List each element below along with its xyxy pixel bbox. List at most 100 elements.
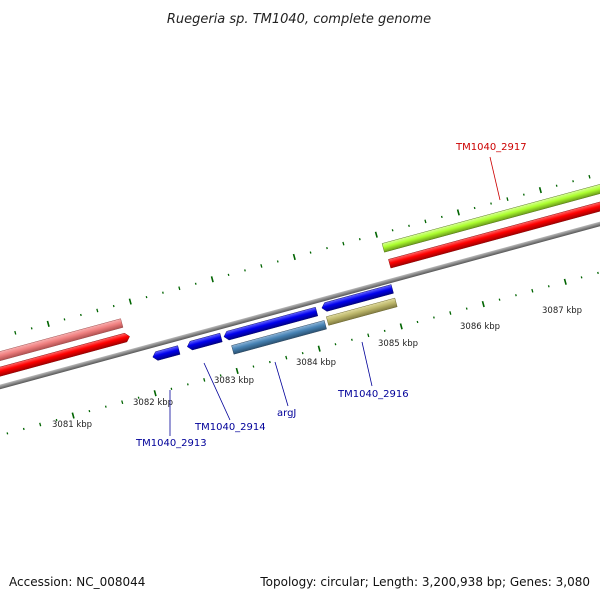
scale-tick-minor (440, 215, 443, 219)
scale-label: 3083 kbp (214, 376, 254, 386)
scale-tick-minor (6, 432, 9, 435)
scale-tick-minor (531, 288, 534, 293)
scale-tick-minor (63, 318, 66, 321)
scale-tick-minor (178, 286, 181, 291)
scale-tick-minor (597, 271, 599, 275)
gene-label-tm1040-2913: TM1040_2913 (135, 438, 207, 449)
gene-label-tm1040-2917: TM1040_2917 (455, 142, 527, 153)
scale-tick-minor (309, 251, 312, 254)
scale-tick-minor (121, 400, 124, 405)
scale-tick-minor (285, 355, 288, 360)
scale-ticks-upper (14, 174, 591, 335)
scale-tick-major (317, 345, 321, 352)
leader-line-tm1040-2914 (203, 362, 231, 421)
gene-label-argj: argJ (277, 408, 296, 419)
scale-tick-minor (301, 352, 304, 355)
scale-tick-minor (547, 285, 550, 288)
scale-tick-minor (14, 330, 17, 335)
gene-leader-lines (169, 156, 501, 436)
scale-tick-minor (170, 387, 173, 390)
scale-tick-minor (30, 327, 33, 330)
scale-tick-minor (433, 316, 435, 319)
cds-tm1040-2914 (187, 332, 223, 351)
scale-tick-minor (252, 365, 255, 368)
scale-label: 3086 kbp (460, 322, 500, 332)
scale-tick-minor (268, 360, 271, 364)
scale-tick-minor (227, 273, 230, 276)
scale-tick-minor (367, 333, 370, 338)
scale-tick-minor (186, 383, 189, 386)
map-band (0, 163, 600, 435)
scale-tick-minor (39, 422, 42, 427)
scale-tick-minor (383, 329, 386, 333)
cds-forward-left-pink (0, 318, 124, 373)
scale-tick-minor (449, 311, 452, 315)
leader-line-argj (274, 361, 289, 407)
scale-tick-minor (276, 260, 279, 263)
scale-tick-minor (490, 202, 492, 205)
scale-tick-minor (416, 320, 419, 324)
scale-tick-minor (358, 238, 361, 241)
scale-tick-minor (137, 396, 140, 399)
scale-tick-major (481, 300, 485, 308)
scale-tick-major (538, 187, 542, 194)
scale-tick-minor (506, 197, 509, 201)
cds-tm1040-2913 (152, 345, 181, 361)
scale-tick-minor (391, 229, 394, 232)
genome-backbone (0, 177, 600, 434)
gene-label-tm1040-2916: TM1040_2916 (337, 389, 409, 400)
scale-tick-minor (219, 374, 222, 377)
accession-text: Accession: NC_008044 (9, 575, 145, 589)
scale-tick-minor (145, 296, 148, 299)
scale-tick-minor (80, 313, 82, 317)
scale-tick-major (235, 367, 239, 375)
leader-line-tm1040-2917 (489, 156, 501, 201)
scale-label: 3085 kbp (378, 339, 418, 349)
scale-tick-major (456, 209, 460, 216)
scale-tick-minor (424, 219, 427, 224)
scale-labels: 3081 kbp 3082 kbp 3083 kbp 3084 kbp 3085… (52, 306, 582, 430)
scale-tick-minor (55, 418, 58, 422)
scale-tick-minor (194, 282, 197, 285)
scale-tick-major (374, 231, 378, 238)
scale-tick-minor (203, 378, 206, 382)
scale-tick-minor (260, 264, 263, 268)
scale-tick-minor (112, 304, 115, 308)
scale-tick-minor (522, 193, 525, 196)
cds-reverse-steel (231, 320, 327, 355)
scale-tick-major (563, 278, 567, 285)
scale-tick-minor (465, 307, 468, 310)
scale-label: 3082 kbp (133, 398, 173, 408)
scale-label: 3081 kbp (52, 420, 92, 430)
scale-tick-major (46, 320, 50, 327)
scale-tick-minor (555, 184, 558, 187)
scale-tick-minor (104, 405, 107, 408)
scale-tick-major (399, 323, 403, 330)
scale-tick-minor (22, 427, 25, 431)
scale-tick-major (128, 298, 132, 305)
scale-tick-minor (96, 308, 99, 313)
map-title: Ruegeria sp. TM1040, complete genome (167, 12, 431, 27)
gene-labels: TM1040_2917 TM1040_2913 TM1040_2914 argJ… (135, 142, 527, 449)
scale-label: 3084 kbp (296, 358, 336, 368)
leader-line-tm1040-2916 (361, 341, 373, 387)
scale-tick-minor (473, 206, 476, 210)
gene-label-tm1040-2914: TM1040_2914 (194, 422, 266, 433)
scale-tick-minor (342, 241, 345, 246)
scale-tick-minor (88, 409, 91, 413)
scale-tick-minor (326, 246, 328, 250)
scale-tick-minor (572, 180, 574, 183)
scale-tick-minor (351, 338, 353, 341)
scale-tick-minor (162, 291, 164, 294)
scale-tick-minor (515, 294, 517, 297)
cds-reverse-khaki (326, 297, 398, 326)
scale-tick-major (292, 253, 296, 261)
scale-tick-major (71, 412, 75, 419)
cds-argj (223, 306, 319, 341)
scale-tick-minor (244, 269, 246, 272)
genome-summary-text: Topology: circular; Length: 3,200,938 bp… (259, 575, 590, 589)
scale-ticks-lower (6, 271, 599, 435)
scale-tick-minor (588, 174, 591, 179)
scale-tick-major (210, 276, 214, 283)
